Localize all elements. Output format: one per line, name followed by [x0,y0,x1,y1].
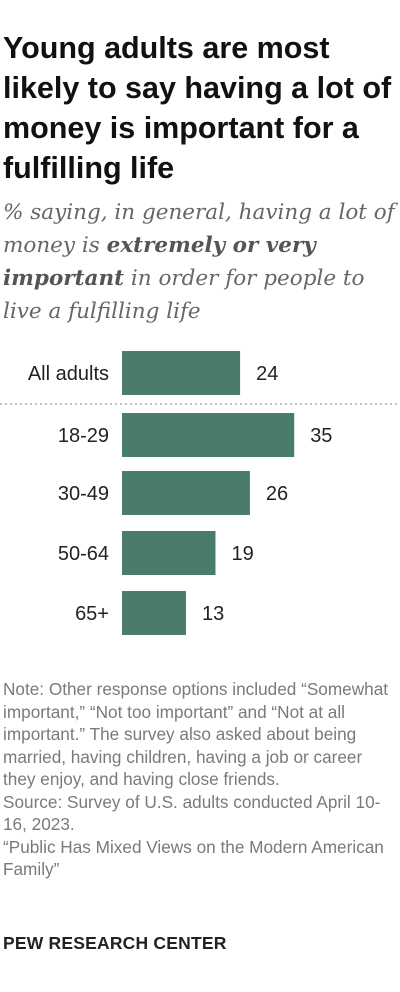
category-label: All adults [28,363,109,385]
note-text: Note: Other response options included “S… [3,679,389,789]
data-label: 19 [231,543,253,565]
source-text: Source: Survey of U.S. adults conducted … [3,791,381,835]
data-label: 13 [202,603,224,625]
bar [122,531,216,575]
chart-title: Young adults are most likely to say havi… [3,31,392,185]
data-label: 26 [266,483,288,505]
subtitle-text-end: in order for people to live a fulfilling… [3,266,365,324]
bar [122,471,250,515]
pew-logo-text: PEW RESEARCH CENTER [3,933,227,953]
subtitle-text-start: % saying, in general, having a lot of mo… [3,200,395,258]
subtitle-emphasis: extremely or very important [3,233,316,291]
chart-subtitle: % saying, in general, having a lot of mo… [3,196,397,328]
bar [122,413,295,457]
chart-notes: Note: Other response options included “S… [3,678,397,881]
bar [122,351,241,395]
category-label: 18-29 [58,425,109,447]
data-label: 24 [256,363,278,385]
data-label: 35 [310,425,332,447]
bar-chart: All adults 24 18-29 35 30-49 26 50-64 19 65+ 13 [0,351,400,635]
bar [122,591,186,635]
category-label: 50-64 [58,543,109,565]
category-label: 65+ [75,603,109,625]
report-title: “Public Has Mixed Views on the Modern Am… [3,836,384,880]
category-label: 30-49 [58,483,109,505]
